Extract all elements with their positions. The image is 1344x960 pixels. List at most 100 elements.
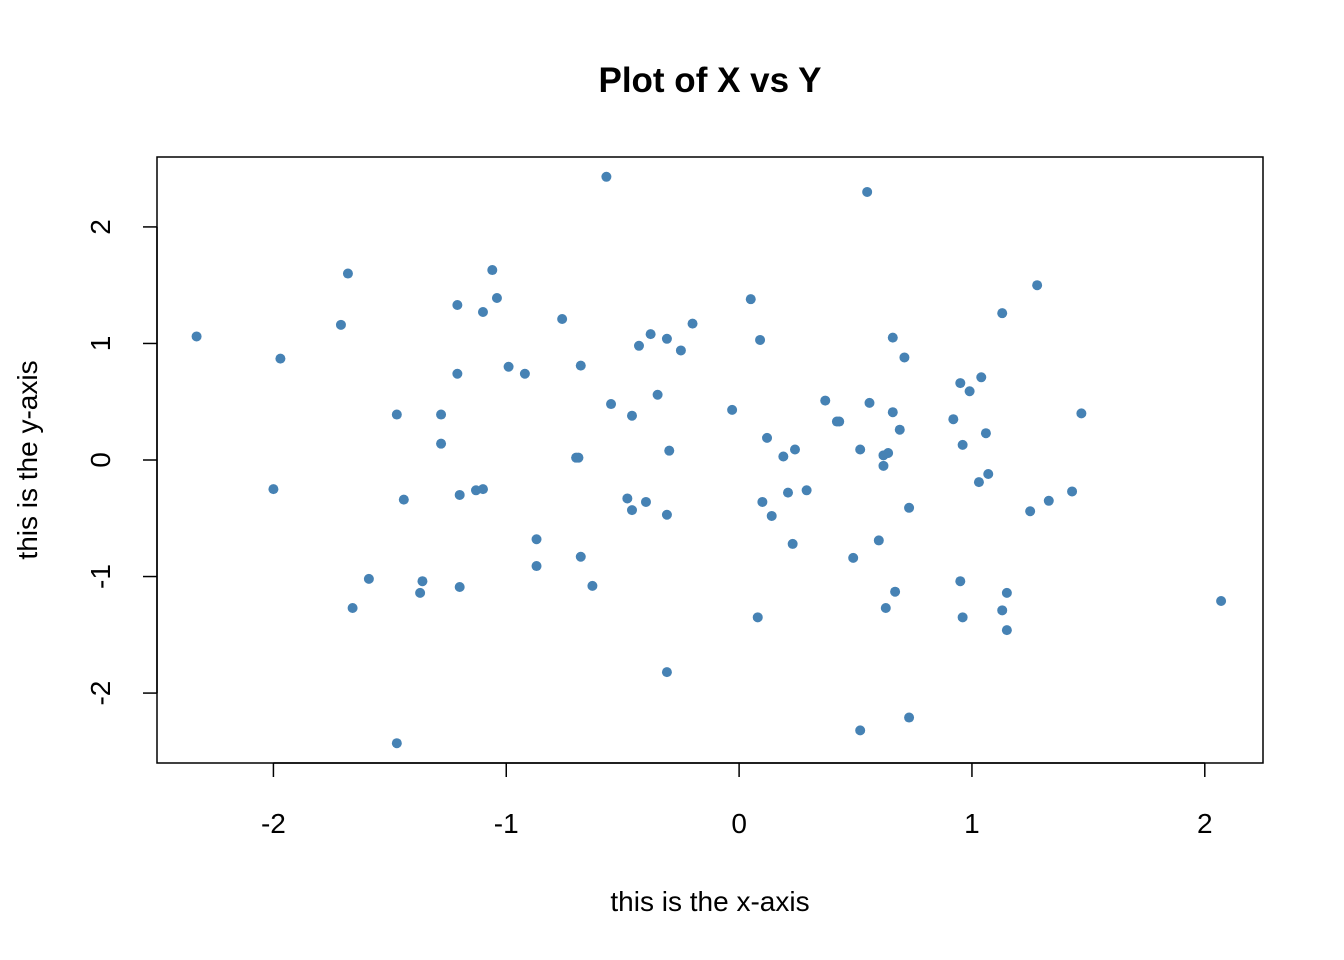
data-point (626, 505, 637, 516)
data-points (191, 171, 1227, 749)
data-point (973, 477, 984, 488)
data-point (801, 485, 812, 496)
y-tick-label: -1 (85, 564, 116, 589)
data-point (477, 306, 488, 317)
x-tick-label: -2 (261, 808, 286, 839)
data-point (899, 352, 910, 363)
data-point (883, 448, 894, 459)
data-point (633, 340, 644, 351)
data-point (531, 561, 542, 572)
data-point (417, 576, 428, 587)
data-point (575, 360, 586, 371)
data-point (573, 452, 584, 463)
y-tick-label: -2 (85, 681, 116, 706)
data-point (855, 725, 866, 736)
data-point (878, 460, 889, 471)
data-point (957, 612, 968, 623)
data-point (887, 407, 898, 418)
x-tick-label: 2 (1197, 808, 1213, 839)
data-point (834, 416, 845, 427)
data-point (762, 432, 773, 443)
data-point (601, 171, 612, 182)
data-point (675, 345, 686, 356)
data-point (848, 552, 859, 563)
data-point (606, 399, 617, 410)
plot-frame (156, 156, 1264, 764)
y-axis-label: this is the y-axis (12, 360, 43, 559)
data-point (661, 509, 672, 520)
data-point (519, 368, 530, 379)
data-point (745, 294, 756, 305)
data-point (778, 451, 789, 462)
data-point (587, 580, 598, 591)
data-point (415, 587, 426, 598)
data-point (503, 361, 514, 372)
data-point (783, 487, 794, 498)
data-point (661, 667, 672, 678)
data-point (983, 468, 994, 479)
data-point (487, 265, 498, 276)
y-axis: -2 -1 0 1 2 (85, 219, 158, 706)
data-point (904, 502, 915, 513)
data-point (880, 603, 891, 614)
data-point (752, 612, 763, 623)
data-point (436, 438, 447, 449)
data-point (452, 300, 463, 311)
data-point (894, 424, 905, 435)
x-axis: -2 -1 0 1 2 (261, 762, 1213, 839)
data-point (342, 268, 353, 279)
data-point (1076, 408, 1087, 419)
data-point (766, 510, 777, 521)
data-point (955, 576, 966, 587)
data-point (887, 332, 898, 343)
data-point (864, 397, 875, 408)
data-point (335, 319, 346, 330)
y-tick-label: 1 (85, 336, 116, 352)
data-point (1067, 486, 1078, 497)
data-point (964, 386, 975, 397)
data-point (652, 389, 663, 400)
data-point (980, 428, 991, 439)
data-point (436, 409, 447, 420)
data-point (1001, 625, 1012, 636)
data-point (347, 603, 358, 614)
data-point (1216, 596, 1227, 607)
data-point (622, 493, 633, 504)
data-point (687, 318, 698, 329)
data-point (626, 410, 637, 421)
x-tick-label: -1 (494, 808, 519, 839)
data-point (531, 534, 542, 545)
data-point (645, 329, 656, 340)
data-point (890, 586, 901, 597)
data-point (191, 331, 202, 342)
x-tick-label: 0 (731, 808, 747, 839)
data-point (1025, 506, 1036, 517)
x-axis-label: this is the x-axis (610, 886, 809, 917)
data-point (1032, 280, 1043, 291)
data-point (755, 334, 766, 345)
data-point (862, 186, 873, 197)
data-point (955, 378, 966, 389)
data-point (454, 582, 465, 593)
data-point (787, 538, 798, 549)
data-point (727, 404, 738, 415)
data-point (491, 293, 502, 304)
data-point (557, 313, 568, 324)
data-point (997, 605, 1008, 616)
data-point (664, 445, 675, 456)
y-tick-label: 0 (85, 452, 116, 468)
data-point (661, 333, 672, 344)
data-point (575, 551, 586, 562)
data-point (904, 712, 915, 723)
data-point (757, 496, 768, 507)
data-point (391, 738, 402, 749)
data-point (640, 496, 651, 507)
data-point (363, 573, 374, 584)
data-point (391, 409, 402, 420)
y-tick-label: 2 (85, 219, 116, 235)
data-point (997, 308, 1008, 319)
data-point (948, 414, 959, 425)
data-point (477, 484, 488, 495)
data-point (976, 372, 987, 383)
